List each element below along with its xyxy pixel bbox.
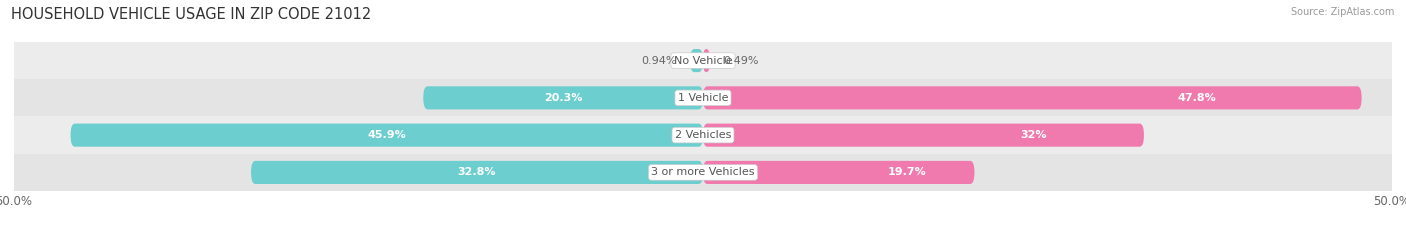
Bar: [14, 116, 1392, 154]
Bar: [14, 154, 1392, 191]
Text: 32%: 32%: [1021, 130, 1047, 140]
Text: Source: ZipAtlas.com: Source: ZipAtlas.com: [1291, 7, 1395, 17]
FancyBboxPatch shape: [690, 49, 703, 72]
Text: 2 Vehicles: 2 Vehicles: [675, 130, 731, 140]
Text: HOUSEHOLD VEHICLE USAGE IN ZIP CODE 21012: HOUSEHOLD VEHICLE USAGE IN ZIP CODE 2101…: [11, 7, 371, 22]
Text: 20.3%: 20.3%: [544, 93, 582, 103]
FancyBboxPatch shape: [70, 123, 703, 147]
Text: 1 Vehicle: 1 Vehicle: [678, 93, 728, 103]
FancyBboxPatch shape: [252, 161, 703, 184]
Text: 47.8%: 47.8%: [1178, 93, 1216, 103]
FancyBboxPatch shape: [703, 49, 710, 72]
FancyBboxPatch shape: [703, 161, 974, 184]
Text: No Vehicle: No Vehicle: [673, 56, 733, 65]
Text: 3 or more Vehicles: 3 or more Vehicles: [651, 168, 755, 177]
FancyBboxPatch shape: [703, 86, 1361, 110]
FancyBboxPatch shape: [703, 123, 1144, 147]
FancyBboxPatch shape: [423, 86, 703, 110]
Text: 0.94%: 0.94%: [641, 56, 676, 65]
Bar: [14, 42, 1392, 79]
Text: 0.49%: 0.49%: [724, 56, 759, 65]
Text: 45.9%: 45.9%: [367, 130, 406, 140]
Text: 19.7%: 19.7%: [887, 168, 927, 177]
Bar: [14, 79, 1392, 116]
Text: 32.8%: 32.8%: [458, 168, 496, 177]
